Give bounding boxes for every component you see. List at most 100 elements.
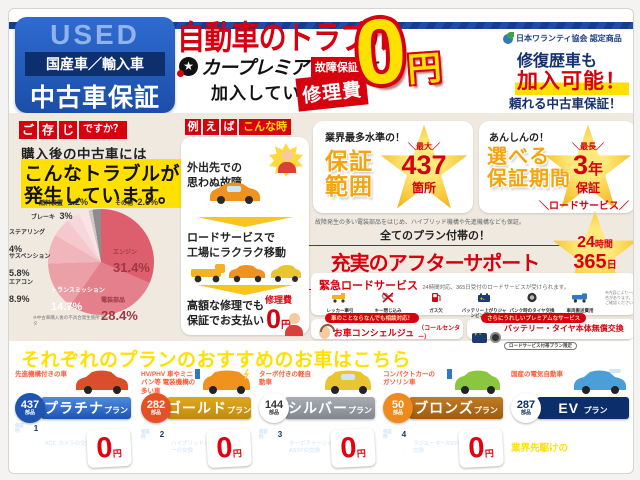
association-row: 日本ワランティ協会 認定商品: [503, 31, 622, 44]
plan-target: 国産の電気自動車: [511, 371, 563, 378]
used-word: USED: [50, 19, 140, 50]
warranty-association-logo-icon: [503, 31, 514, 44]
zero-digit: 0: [351, 8, 410, 105]
plan-zero-yen: 0円: [86, 427, 132, 469]
step3-zero-yen: 修理費 0円: [265, 295, 293, 334]
emergency-roadservice-card: 緊急ロードサービス 24時間対応、365日受付のロードサービスが受けられます。 …: [311, 273, 633, 318]
driver-illustration: [278, 150, 296, 173]
down-arrow-icon: [197, 217, 293, 227]
plan-zero-yen: 0円: [206, 427, 252, 469]
plan-gold: HV/PHV 車やミニバン等 電装機構の多い車 282 部品 ゴールドプラン 保証…: [141, 369, 252, 471]
premium-title: バッテリー・タイヤ本体無償交換: [504, 324, 624, 333]
roadservice-star-text: 24時間 365日: [573, 234, 617, 273]
headset-operator-icon: [319, 323, 335, 339]
plan-repair: ラジエーターASSYの交換: [413, 441, 467, 455]
plan-fee: 修理費 約 60,000 円: [383, 459, 465, 471]
tow-truck-icon: [332, 293, 345, 303]
car-illustration: [325, 370, 371, 394]
heading-rest: ですか？: [79, 121, 127, 139]
period-card: あんしんの！ 選べる 保証期間 ＼最長／ 3年 保証: [479, 121, 633, 213]
battery-icon: +-: [478, 293, 490, 303]
car-illustration: [76, 370, 130, 394]
car-illustration: [195, 369, 250, 394]
concierge-sub: （コールセンター）: [418, 326, 461, 341]
car-illustration: [447, 369, 500, 394]
brand-particle: に: [365, 59, 381, 76]
tire-icon: [527, 292, 537, 303]
plan-silver: ターボ付きの軽自動車 144 部品 シルバープラン 保証例 3 ダイハツ タント …: [259, 370, 376, 471]
plan-target: HV/PHV 車やミニバン等 電装機構の多い車: [141, 371, 196, 395]
heading-tile: え: [203, 119, 219, 135]
used-box: USED 国産車／輸入車 中古車保証: [15, 17, 175, 113]
plan-example-row: 保証例 1 Audi A 7: [15, 423, 87, 436]
header-note2: 加入可能！: [515, 65, 629, 95]
pie-label-steering: ステアリング 4%: [9, 230, 46, 254]
coverage-lead: 業界最多水準の！: [325, 133, 405, 144]
concierge-card: 車のことならなんでも相談対応！ お車コンシェルジュ （コールセンター）: [311, 313, 463, 341]
plan-divider: [379, 377, 380, 467]
key-lockout-icon: [381, 292, 394, 303]
pie-label-brake: ブレーキ 3%: [31, 211, 73, 221]
plan-parts-badge: 437 部品: [15, 393, 45, 423]
plan-target: コンパクトカーのガソリン車: [383, 371, 435, 387]
step3-text: 高額な修理でも 保証でお支払い: [187, 300, 264, 327]
plan-ev: 国産の電気自動車 287 部品 EV プラン 来る EV 時代に対応！ 業界先駆け…: [511, 369, 629, 471]
tow-truck-illustration: [191, 264, 301, 283]
did-you-know-heading: ご 存 じ ですか？: [19, 121, 127, 139]
rs-item-fuel: ガス欠: [413, 290, 459, 318]
plans-section: それぞれのプランのおすすめのお車はこちら 先進機構付きの車 437 部品 プラチナ…: [9, 330, 633, 473]
carrier-truck-icon: [572, 293, 587, 303]
plan-name-bar: EV プラン: [537, 397, 629, 419]
heading-tile: 例: [185, 119, 201, 135]
happy-driver-illustration: [285, 313, 303, 336]
premium-card: さらにうれしいプレミアムなサービス バッテリー・タイヤ本体無償交換 ロードサービ…: [467, 313, 633, 350]
plan-name-bar: プラチナプラン: [41, 397, 131, 419]
plan-name-bar: シルバープラン: [285, 397, 375, 419]
battery-icon: [472, 332, 487, 343]
plan-parts-badge: 144 部品: [259, 393, 289, 423]
fuel-pump-icon: [432, 293, 441, 302]
period-lead: あんしんの！: [489, 133, 549, 144]
heading-rest: こんな時: [239, 119, 291, 135]
trouble-pie: [48, 209, 154, 315]
plans-heading: それぞれのプランのおすすめのお車はこちら: [21, 350, 412, 371]
plan-divider: [135, 377, 136, 467]
roadservice-star-label: ＼ロードサービス／: [539, 201, 629, 212]
pie-label-engine: エンジン 31.4%: [113, 250, 150, 275]
pie-label-transmission: トランスミッション 14.7%: [51, 288, 105, 313]
broken-car-illustration: [210, 182, 260, 204]
intro-line3: 発生しています。: [21, 181, 181, 208]
pie-label-fuel: 燃料装置 1.2%: [39, 197, 88, 207]
header-stripe: [9, 22, 633, 29]
plan-divider: [507, 377, 508, 467]
pie-caption: ※中古車購入後の不具合発生箇所データ: [33, 315, 109, 326]
premium-sub: ロードサービス付帯プラン限定: [504, 342, 577, 350]
premium-ribbon: さらにうれしいプレミアムなサービス: [481, 313, 587, 323]
pie-label-other: その他 2.6%: [115, 197, 158, 207]
svg-text:+-: +-: [480, 297, 485, 303]
plan-repair: ハイブリッドバッテリーの交換: [171, 441, 226, 455]
plan-parts-badge: 287 部品: [511, 393, 541, 423]
down-arrow-icon: [197, 285, 293, 295]
tire-icon: [490, 332, 501, 343]
concierge-ribbon: 車のことならなんでも相談対応！: [325, 313, 420, 323]
heading-tile: 存: [39, 121, 57, 139]
zero-unit: 円: [406, 49, 443, 90]
rs-item-key: キー閉じ込み: [365, 290, 411, 318]
plan-zero-yen: 0円: [330, 427, 376, 469]
car-premium-logo-icon: ★: [177, 57, 198, 77]
brand-badge: 故障保証: [310, 56, 363, 77]
zero-yen-headline: 0円: [351, 8, 443, 107]
period-name: 選べる 保証期間: [487, 146, 571, 190]
rs-item-transport: 車両搬送費用: [557, 290, 603, 318]
plan-divider: [255, 377, 256, 467]
step2-text: ロードサービスで 工場にラクラク移動: [187, 232, 286, 259]
support-title: 充実のアフターサポート: [330, 253, 541, 275]
plan-parts-badge: 282 部品: [141, 393, 171, 423]
concierge-title: お車コンシェルジュ: [333, 327, 415, 338]
ev-plan-text: 来る EV 時代に対応！ 業界先駆けの 電気自動車保証プラン: [511, 428, 607, 469]
plan-zero-yen: 0円: [458, 427, 504, 469]
plan-target: 先進機構付きの車: [15, 371, 67, 378]
plan-target: ターボ付きの軽自動車: [259, 371, 311, 387]
association-text: 日本ワランティ協会 認定商品: [516, 34, 622, 43]
